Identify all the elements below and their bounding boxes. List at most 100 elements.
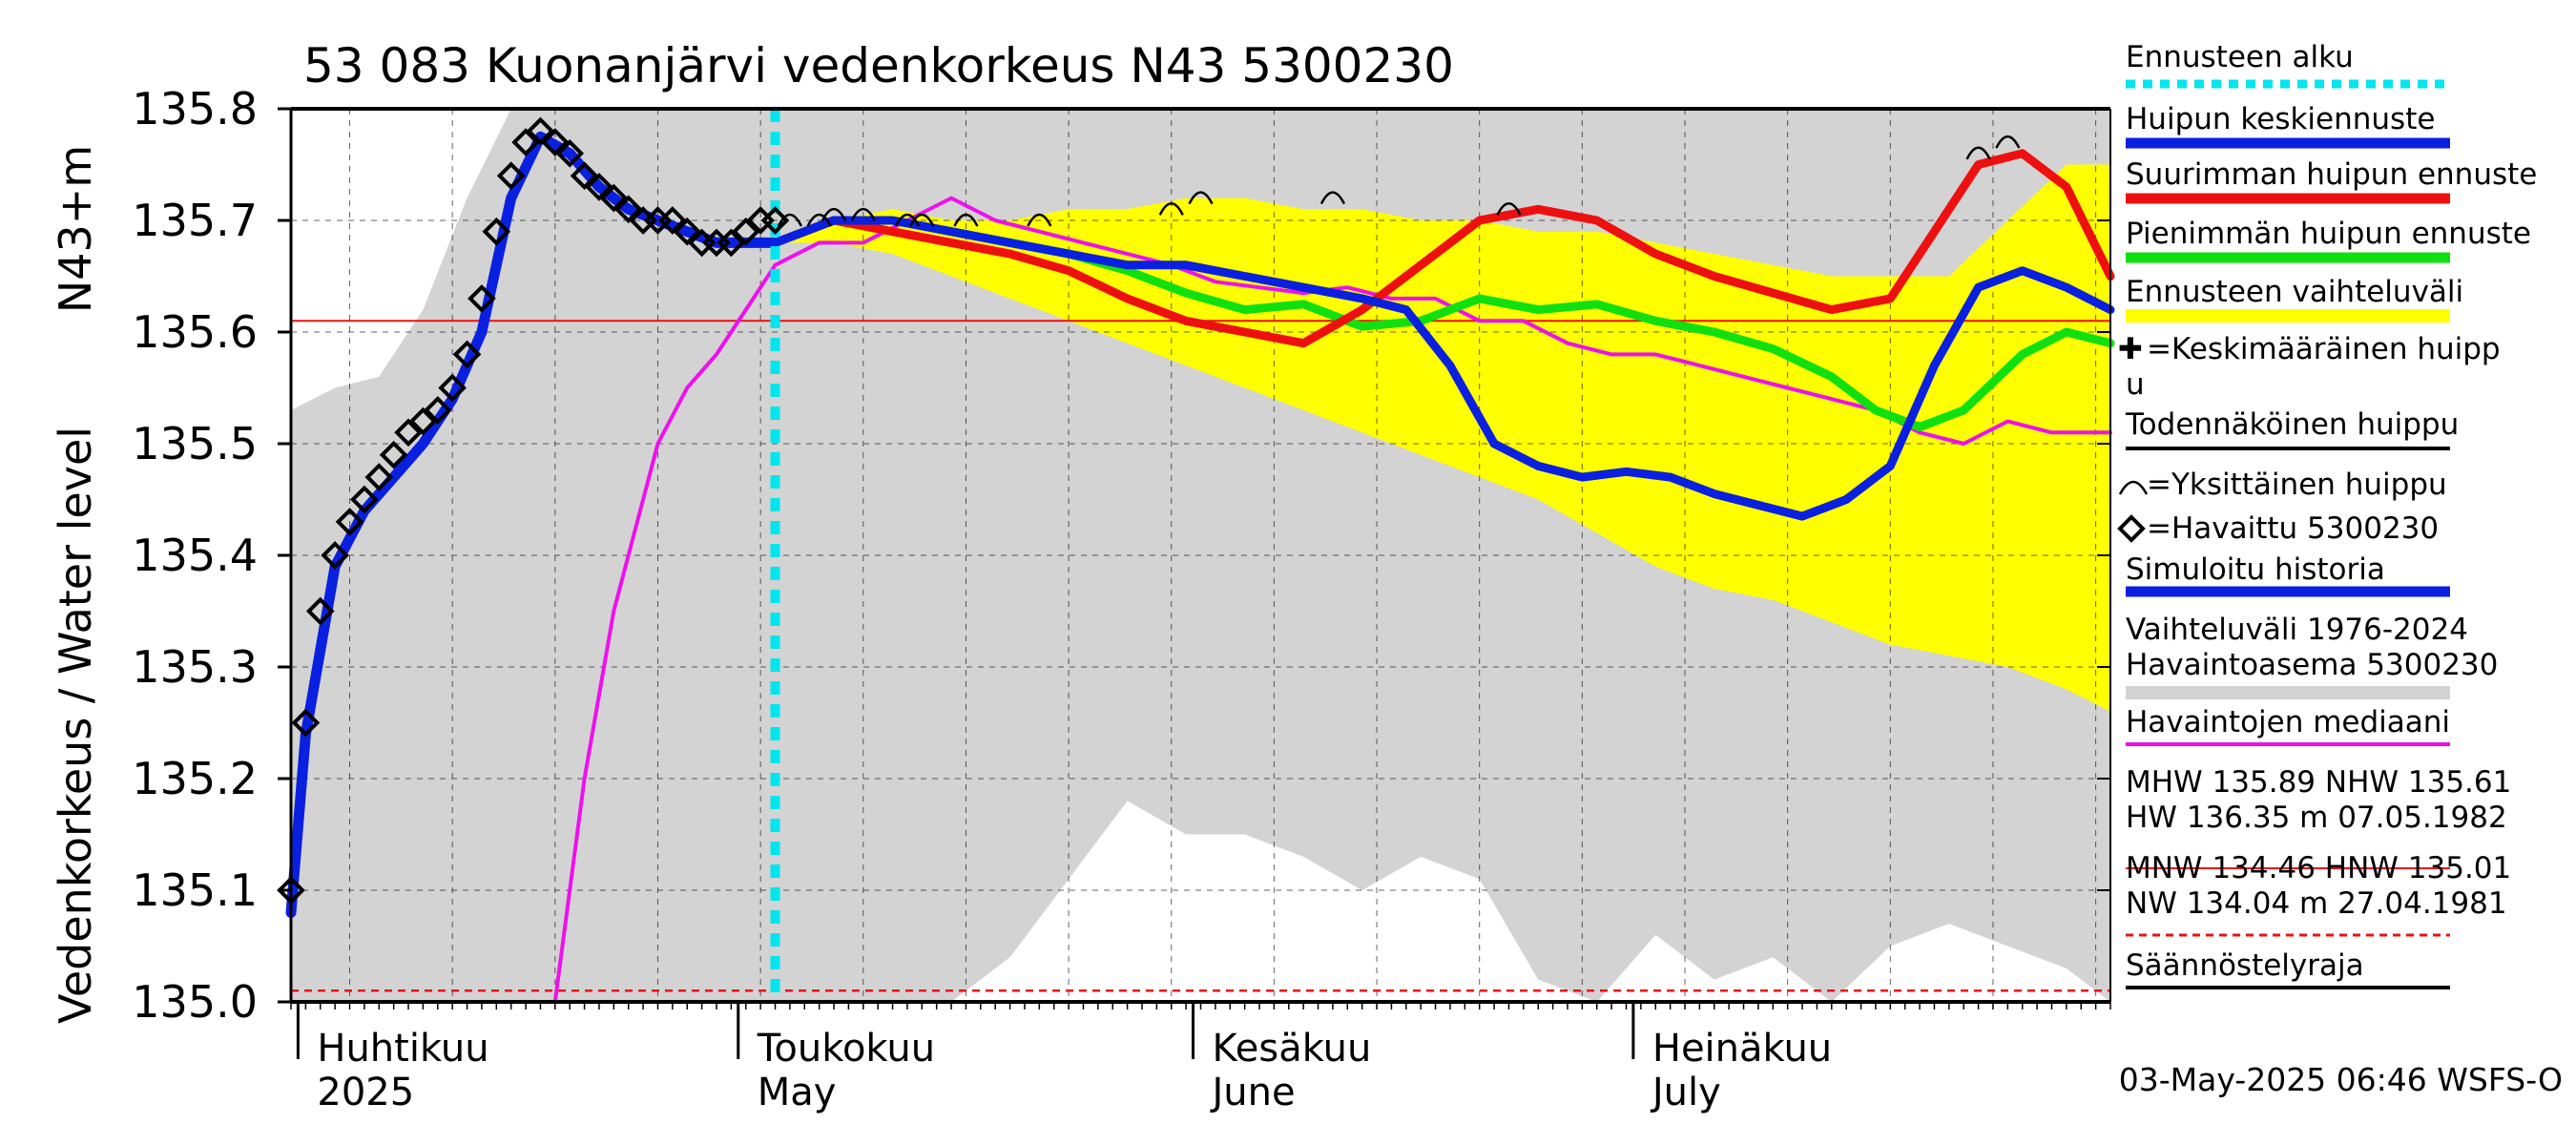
legend-label: Suurimman huipun ennuste	[2126, 157, 2537, 192]
legend-item: Todennäköinen huippu	[2125, 407, 2459, 450]
single-peak-marker	[1158, 202, 1184, 216]
legend-item: Ennusteen alku	[2126, 40, 2450, 89]
legend-sublabel: NW 134.04 m 27.04.1981	[2126, 886, 2507, 921]
observed-point	[321, 541, 349, 570]
observed-point	[335, 508, 364, 536]
observed-point	[570, 161, 599, 191]
legend-item: Pienimmän huipun ennuste	[2126, 217, 2531, 263]
x-tick-sublabel: 2025	[317, 1071, 414, 1114]
y-axis-unit-label: N43+m	[50, 145, 101, 313]
legend-label: =Keskimääräinen huipp	[2147, 332, 2501, 366]
observed-point	[496, 161, 526, 191]
single-peak-marker	[909, 213, 935, 227]
legend-item: Havaintojen mediaani	[2126, 705, 2450, 746]
legend-sublabel: u	[2126, 367, 2145, 402]
legend-label: Havaintojen mediaani	[2126, 705, 2450, 739]
observed-point	[350, 485, 379, 514]
x-tick-sublabel: July	[1650, 1071, 1721, 1114]
y-tick-label: 135.8	[132, 83, 258, 135]
observed-point	[511, 128, 540, 156]
legend-item: Suurimman huipun ennuste	[2126, 157, 2537, 204]
observed-point	[438, 373, 467, 403]
legend-item: Vaihteluväli 1976-2024 Havaintoasema 530…	[2126, 613, 2498, 699]
observed-point	[423, 396, 452, 425]
legend-label: Pienimmän huipun ennuste	[2126, 217, 2531, 251]
legend-item: =Yksittäinen huippu	[2118, 468, 2447, 502]
legend-plus-icon: ✚	[2118, 332, 2143, 366]
gridlines	[291, 108, 2110, 1003]
legend-label: =Havaittu 5300230	[2147, 511, 2439, 546]
legend-sublabel: HW 136.35 m 07.05.1982	[2126, 801, 2507, 835]
y-tick-label: 135.1	[132, 864, 258, 916]
observed-point	[305, 596, 335, 626]
axes: 135.0 135.1 135.2 135.3 135.4 135.5 135.6 135.7…	[132, 83, 2111, 1114]
y-tick-label: 135.5	[132, 418, 258, 469]
x-tick-label: Kesäkuu	[1213, 1027, 1372, 1071]
observed-point	[760, 206, 790, 235]
single-peak-marker	[894, 213, 921, 227]
x-tick-sublabel: May	[758, 1071, 837, 1114]
observed-point	[291, 708, 321, 738]
x-tick-sublabel: June	[1210, 1071, 1296, 1114]
observed-point	[364, 463, 394, 491]
y-tick-label: 135.6	[132, 306, 258, 358]
single-peak-marker	[1995, 135, 2021, 149]
observed-point	[452, 340, 482, 369]
single-peak-marker	[1319, 191, 1346, 205]
observed-point	[599, 183, 629, 213]
observed-point	[731, 217, 760, 246]
observed-point	[482, 217, 511, 246]
observed-point	[658, 206, 687, 235]
observed-point	[526, 116, 555, 146]
legend-item: Ennusteen vaihteluväli	[2126, 275, 2463, 323]
y-tick-label: 135.0	[132, 976, 258, 1028]
legend-item: =Havaittu 5300230	[2117, 511, 2439, 546]
y-axis-label: Vedenkorkeus / Water level	[50, 427, 101, 1024]
single-peak-marker	[1496, 202, 1522, 216]
legend-label: Todennäköinen huippu	[2125, 407, 2459, 442]
observed-point	[394, 418, 423, 448]
legend-label: Simuloitu historia	[2126, 552, 2385, 587]
single-peak-marker	[953, 213, 979, 227]
y-tick-label: 135.3	[132, 641, 258, 693]
legend-label: Säännöstelyraja	[2126, 948, 2364, 983]
legend-label: MNW 134.46 HNW 135.01	[2126, 851, 2511, 885]
x-tick-label: Toukokuu	[757, 1027, 935, 1071]
legend-item: Huipun keskiennuste	[2126, 102, 2450, 149]
observed-points	[277, 116, 790, 905]
legend-item: Simuloitu historia	[2126, 552, 2450, 597]
chart-title: 53 083 Kuonanjärvi vedenkorkeus N43 5300…	[303, 38, 1454, 94]
observed-point	[613, 195, 643, 224]
legend-item: Säännöstelyraja	[2126, 948, 2450, 989]
single-peak-marker	[1188, 191, 1214, 205]
legend-diamond-icon	[2117, 514, 2146, 543]
observed-point	[467, 284, 496, 313]
y-tick-label: 135.4	[132, 530, 258, 581]
legend-sublabel: Havaintoasema 5300230	[2126, 648, 2498, 682]
observed-point	[673, 217, 702, 246]
x-tick-label: Huhtikuu	[317, 1027, 488, 1071]
legend: Ennusteen alku Huipun keskiennuste Suurimm…	[2117, 40, 2537, 989]
plot-area	[277, 108, 2115, 1004]
legend-label: Ennusteen alku	[2126, 40, 2354, 74]
timestamp-footer: 03-May-2025 06:46 WSFS-O	[2119, 1061, 2563, 1098]
legend-label: =Yksittäinen huippu	[2147, 468, 2447, 502]
mean-forecast-line	[771, 216, 2115, 521]
single-peak-marker	[850, 207, 876, 221]
observed-point	[555, 138, 585, 168]
legend-label: MHW 135.89 NHW 135.61	[2126, 765, 2511, 800]
legend-label: Ennusteen vaihteluväli	[2126, 275, 2463, 309]
legend-label: Huipun keskiennuste	[2126, 102, 2435, 136]
observed-point	[379, 440, 408, 469]
observed-point	[408, 406, 438, 436]
observed-point	[717, 228, 746, 258]
single-peak-marker	[777, 213, 803, 227]
single-peaks	[777, 135, 2021, 227]
single-peak-marker	[1027, 213, 1052, 227]
y-tick-label: 135.2	[132, 753, 258, 804]
max-peak-forecast-line	[771, 149, 2115, 348]
single-peak-marker	[806, 213, 832, 227]
